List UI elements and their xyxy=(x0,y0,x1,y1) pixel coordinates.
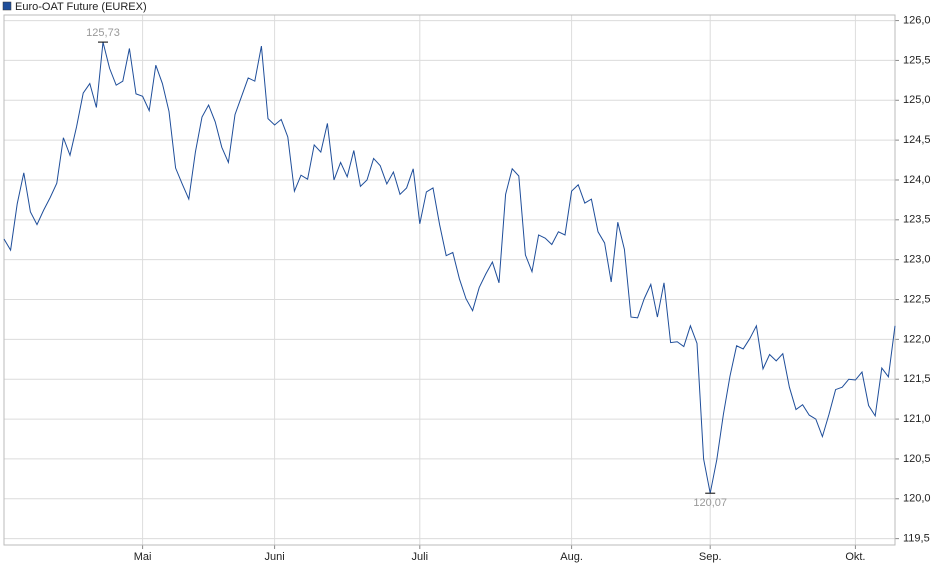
y-tick-label: 124,5 xyxy=(903,134,931,146)
plot-frame xyxy=(3,14,896,546)
line xyxy=(3,41,896,494)
y-tick-label: 121,5 xyxy=(903,373,931,385)
x-tick-label: Mai xyxy=(134,551,152,563)
y-tick-label: 122,0 xyxy=(903,333,931,345)
x-tick-label: Juli xyxy=(412,551,429,563)
y-tick-label: 123,5 xyxy=(903,214,931,226)
y-tick-label: 125,0 xyxy=(903,94,931,106)
y-tick-label: 119,5 xyxy=(903,533,930,545)
x-tick-label: Juni xyxy=(265,551,285,563)
x-tick-label: Okt. xyxy=(845,551,865,563)
y-tick-label: 120,5 xyxy=(903,453,931,465)
y-tick-label: 121,0 xyxy=(903,413,931,425)
legend-swatch xyxy=(2,1,12,11)
y-tick-label: 122,5 xyxy=(903,293,931,305)
x-tick-label: Sep. xyxy=(699,551,722,563)
x-tick-label: Aug. xyxy=(560,551,583,563)
annotation-label: 120,07 xyxy=(693,497,727,509)
y-tick-label: 120,0 xyxy=(903,493,931,505)
annotation-label: 125,73 xyxy=(86,27,120,39)
y-tick-label: 125,5 xyxy=(903,54,931,66)
y-tick-label: 124,0 xyxy=(903,174,931,186)
y-tick-label: 126,0 xyxy=(903,14,931,26)
y-tick-label: 123,0 xyxy=(903,254,931,266)
legend-label: Euro-OAT Future (EUREX) xyxy=(15,1,147,13)
